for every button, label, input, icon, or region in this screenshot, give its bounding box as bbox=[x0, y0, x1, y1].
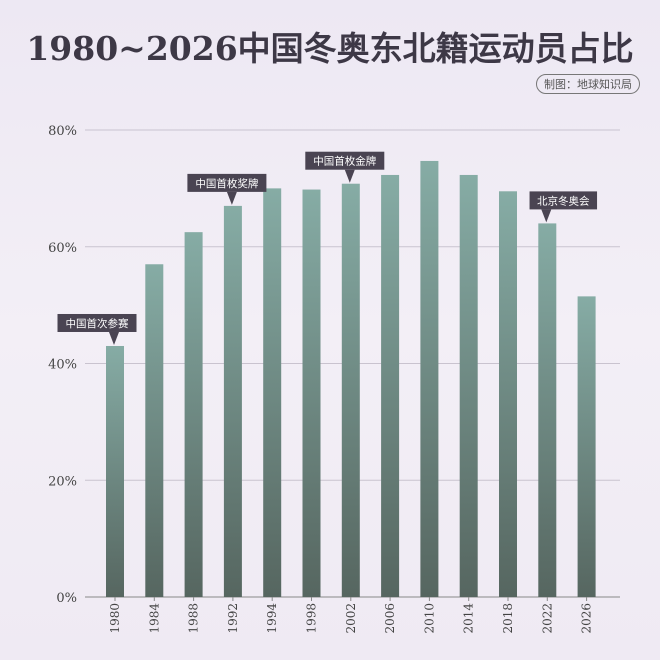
bar-1980 bbox=[106, 345, 124, 597]
x-tick-label: 1992 bbox=[226, 603, 240, 634]
annotation-label: 中国首枚奖牌 bbox=[195, 177, 258, 190]
bar-1992 bbox=[223, 205, 242, 597]
annotation-pointer bbox=[541, 209, 552, 223]
bar-2022 bbox=[538, 223, 557, 597]
chart-title: 1980~2026中国冬奥东北籍运动员占比 bbox=[26, 29, 634, 68]
y-tick-label: 0% bbox=[56, 591, 77, 606]
x-tick-label: 2018 bbox=[501, 603, 515, 634]
annotation-label: 北京冬奥会 bbox=[537, 194, 590, 207]
x-tick-label: 1994 bbox=[265, 603, 279, 634]
x-tick-label: 1988 bbox=[187, 603, 201, 634]
annotation-pointer bbox=[226, 191, 237, 205]
annotation-box bbox=[57, 313, 137, 332]
bar-2018 bbox=[499, 191, 517, 597]
bar-2010 bbox=[420, 160, 439, 597]
x-tick-label: 2006 bbox=[383, 603, 397, 634]
bar-1994 bbox=[263, 188, 282, 597]
x-tick-label: 2010 bbox=[422, 603, 436, 634]
bar-2006 bbox=[381, 174, 400, 598]
bar-1988 bbox=[184, 232, 203, 597]
annotation-box bbox=[305, 151, 385, 170]
annotation-label: 中国首枚金牌 bbox=[313, 155, 376, 168]
y-tick-label: 60% bbox=[48, 241, 77, 256]
x-tick-label: 1998 bbox=[305, 603, 319, 634]
y-tick-label: 40% bbox=[48, 358, 77, 373]
bar-2014 bbox=[459, 174, 478, 598]
credit-badge: 制图：地球知识局 bbox=[536, 74, 640, 94]
x-tick-label: 1980 bbox=[108, 603, 122, 634]
x-tick-label: 2014 bbox=[462, 603, 476, 634]
x-tick-label: 1984 bbox=[147, 603, 161, 634]
annotation-box bbox=[529, 191, 598, 210]
annotation-pointer bbox=[109, 331, 119, 345]
x-tick-label: 2002 bbox=[344, 603, 358, 634]
bar-1984 bbox=[145, 264, 164, 597]
x-tick-label: 2022 bbox=[540, 603, 554, 634]
bar-2002 bbox=[341, 183, 360, 597]
x-tick-label: 2026 bbox=[580, 603, 594, 634]
annotation-label: 中国首次参赛 bbox=[66, 317, 129, 330]
y-tick-label: 20% bbox=[48, 474, 77, 489]
bar-2026 bbox=[577, 296, 596, 597]
annotation-pointer bbox=[344, 169, 355, 183]
bar-1998 bbox=[302, 189, 321, 598]
annotation-box bbox=[187, 173, 267, 192]
y-tick-label: 80% bbox=[48, 124, 77, 139]
